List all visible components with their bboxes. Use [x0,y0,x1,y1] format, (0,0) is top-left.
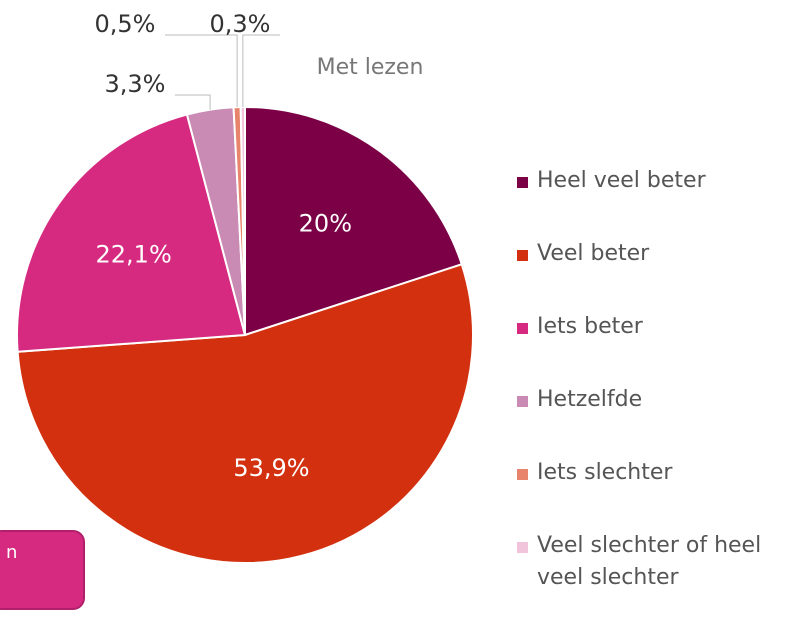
legend-swatch [517,396,528,407]
legend-swatch [517,250,528,261]
leader-line [165,34,238,108]
legend-item: Hetzelfde [515,384,805,416]
legend-item: Iets beter [515,311,805,343]
legend-swatch [517,323,528,334]
pie-slice [16,263,474,564]
legend-label: Iets beter [537,314,643,339]
legend-swatch [517,177,528,188]
data-label: 3,3% [105,70,166,98]
legend-label: Iets slechter [537,460,673,485]
leader-line [242,34,280,108]
legend-swatch [517,542,528,553]
data-label: 0,3% [210,10,271,38]
pie-slice [16,113,247,353]
data-label: 0,5% [95,10,156,38]
legend-label: Veel slechter of heel veel slechter [537,533,762,590]
page: Met lezen 20% 53,9% 22,1% 3,3% 0,5% 0,3% Heel… [0,10,762,610]
chart: Met lezen 20% 53,9% 22,1% 3,3% 0,5% 0,3% [16,10,474,564]
leader-line [175,94,211,110]
legend-label: Heel veel beter [537,168,706,193]
legend-label: Veel beter [537,241,650,266]
overlay-tag: n [0,530,85,610]
chart-title: Met lezen [317,55,424,80]
data-label: 22,1% [96,241,172,269]
legend-label: Hetzelfde [537,387,643,412]
legend-item: Veel slechter of heel veel slechter [515,530,805,594]
legend: Heel veel beter Veel beter Iets beter Hetze… [515,165,805,635]
legend-item: Iets slechter [515,457,805,489]
pie-slice [244,105,464,337]
data-label: 20% [299,209,352,237]
legend-swatch [517,469,528,480]
legend-item: Veel beter [515,238,805,270]
data-label: 53,9% [233,454,309,482]
legend-item: Heel veel beter [515,165,805,197]
